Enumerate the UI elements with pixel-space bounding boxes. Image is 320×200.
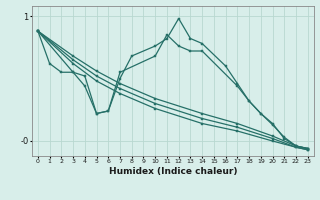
X-axis label: Humidex (Indice chaleur): Humidex (Indice chaleur) <box>108 167 237 176</box>
